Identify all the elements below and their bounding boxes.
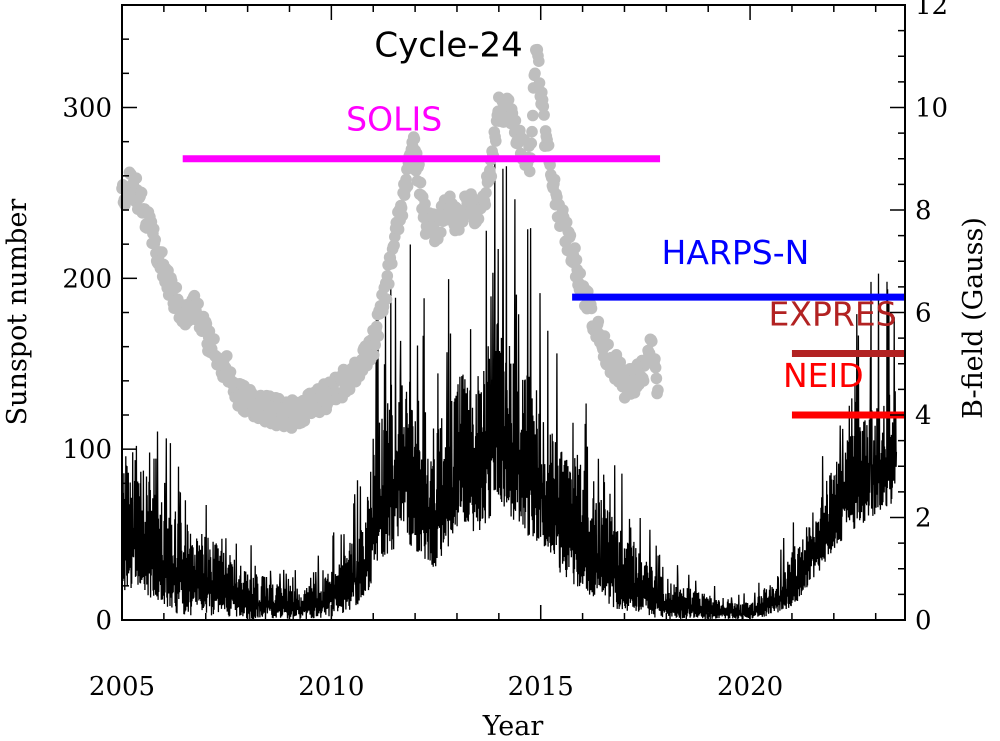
- bfield-point: [592, 315, 605, 328]
- bfield-point: [574, 267, 586, 280]
- bfield-point: [649, 361, 662, 374]
- instrument-label-expres: EXPRES: [769, 294, 897, 333]
- instrument-label-solis: SOLIS: [346, 100, 442, 139]
- bfield-point: [156, 246, 168, 258]
- bfield-point: [529, 67, 541, 80]
- bfield-point: [170, 281, 183, 294]
- sunspot-line: [121, 155, 898, 620]
- bfield-point: [383, 278, 395, 290]
- bfield-point: [490, 135, 502, 147]
- bfield-point: [408, 133, 421, 145]
- bfield-point: [135, 186, 148, 199]
- y-right-tick-label: 10: [915, 94, 948, 124]
- y-right-tick-label: 12: [915, 0, 948, 21]
- bfield-points: [116, 43, 664, 434]
- bfield-point: [224, 366, 237, 378]
- bfield-point: [380, 293, 393, 306]
- bfield-point: [149, 233, 161, 246]
- bfield-point: [485, 170, 498, 183]
- bfield-point: [569, 242, 581, 254]
- bfield-point: [560, 216, 573, 228]
- bfield-point: [370, 320, 383, 333]
- x-axis-title: Year: [482, 711, 544, 741]
- bfield-point: [509, 114, 522, 127]
- series-layer: [116, 43, 898, 620]
- y-left-tick-label: 200: [62, 264, 112, 294]
- bfield-point: [564, 229, 577, 242]
- bfield-point: [208, 333, 220, 345]
- bfield-point: [525, 137, 538, 150]
- bfield-point: [479, 199, 492, 211]
- y-right-tick-label: 6: [915, 299, 932, 329]
- bfield-point: [542, 139, 555, 152]
- bfield-point: [570, 254, 583, 266]
- bfield-point: [602, 338, 614, 351]
- bfield-point: [646, 335, 658, 348]
- y-axis-right-title: B-field (Gauss): [958, 217, 989, 419]
- bfield-point: [388, 239, 400, 252]
- bfield-point: [367, 349, 380, 361]
- instrument-layer: SOLIS HARPS-N EXPRES NEID Cycle-24: [182, 25, 905, 419]
- bfield-point: [533, 55, 545, 67]
- axis-layer: 2005 2010 2015 2020 0 100 200 300 0 2 4 6 8 10 12: [62, 0, 948, 702]
- bfield-point: [392, 223, 405, 236]
- bfield-point: [435, 226, 447, 239]
- y-left-tick-label: 100: [62, 435, 112, 465]
- bfield-point: [637, 375, 650, 387]
- instrument-label-neid: NEID: [783, 356, 864, 395]
- x-tick-label: 2010: [298, 672, 364, 702]
- bfield-point: [526, 125, 538, 138]
- x-tick-label: 2020: [717, 672, 783, 702]
- y-left-tick-label: 300: [62, 94, 112, 124]
- x-tick-label: 2005: [89, 672, 155, 702]
- bfield-point: [585, 302, 598, 315]
- bfield-point: [472, 213, 485, 225]
- bfield-point: [419, 198, 431, 210]
- bfield-point: [192, 297, 204, 310]
- bfield-point: [401, 180, 414, 193]
- bfield-point: [369, 339, 382, 351]
- bfield-point: [523, 165, 536, 178]
- y-right-tick-label: 4: [915, 401, 932, 431]
- bfield-point: [147, 223, 160, 235]
- instrument-label-harps-n: HARPS-N: [662, 233, 810, 272]
- bfield-point: [372, 330, 385, 342]
- bfield-point: [480, 187, 492, 199]
- bfield-point: [527, 109, 539, 122]
- bfield-point: [538, 109, 550, 121]
- bfield-point: [502, 94, 515, 106]
- bfield-point: [386, 257, 398, 270]
- bfield-point: [650, 372, 663, 385]
- y-right-tick-label: 8: [915, 196, 932, 226]
- bfield-point: [537, 100, 550, 113]
- bfield-point: [130, 172, 143, 184]
- y-right-tick-label: 0: [915, 606, 932, 636]
- y-axis-left-title: Sunspot number: [2, 199, 33, 426]
- bfield-point: [533, 77, 546, 89]
- x-tick-label: 2015: [508, 672, 574, 702]
- y-left-tick-label: 0: [95, 606, 112, 636]
- bfield-point: [221, 350, 233, 362]
- bfield-point: [414, 176, 427, 189]
- cycle-annotation: Cycle-24: [374, 25, 522, 65]
- bfield-point: [548, 173, 561, 186]
- bfield-point: [649, 353, 661, 365]
- y-right-tick-label: 2: [915, 504, 932, 534]
- bfield-point: [652, 384, 664, 396]
- bfield-point: [396, 209, 409, 222]
